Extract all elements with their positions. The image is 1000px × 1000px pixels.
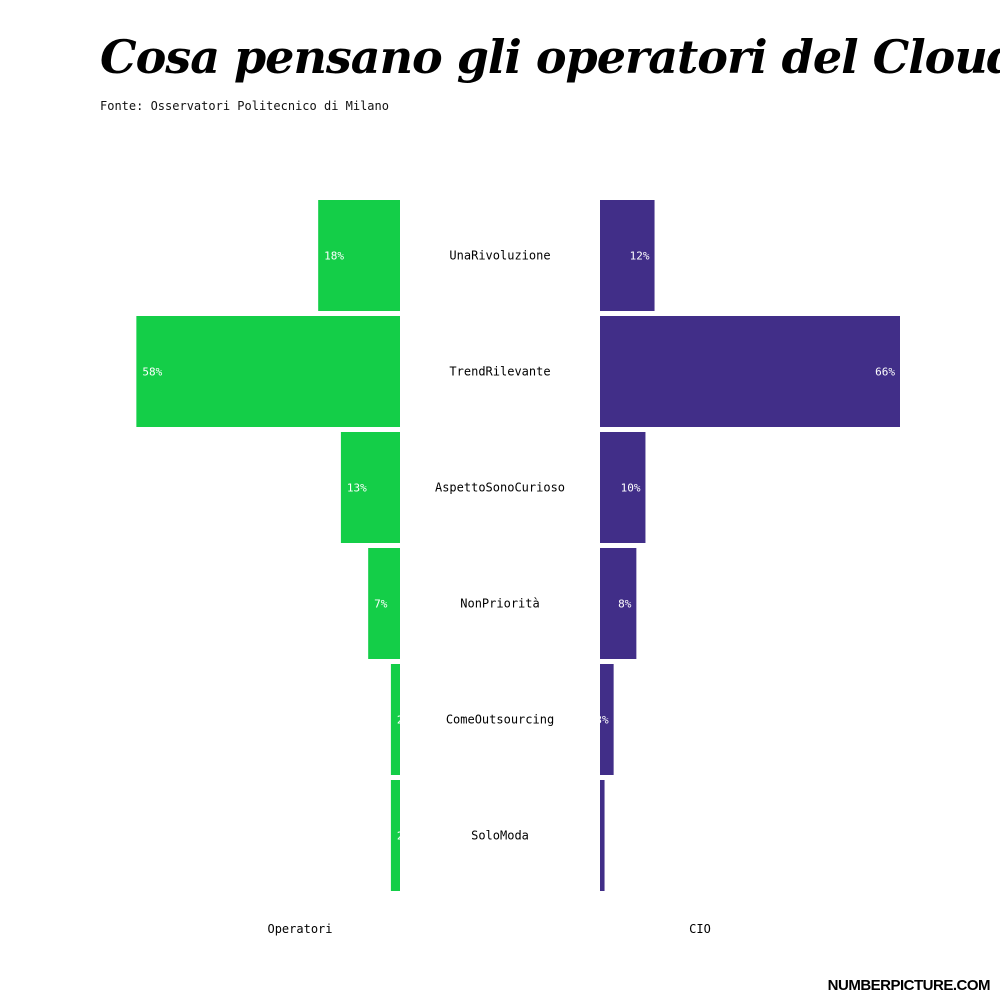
category-label: UnaRivoluzione <box>449 249 550 263</box>
cio-bar <box>600 664 614 775</box>
operatori-value-label: 2% <box>397 714 411 727</box>
cio-value-label: 3% <box>595 714 609 727</box>
right-series-label: CIO <box>689 922 711 936</box>
operatori-value-label: 7% <box>374 598 388 611</box>
operatori-value-label: 13% <box>347 482 367 495</box>
operatori-bar <box>390 780 400 891</box>
cio-value-label: 1% <box>586 830 600 843</box>
cio-value-label: 12% <box>630 250 650 263</box>
category-label: TrendRilevante <box>449 365 550 379</box>
operatori-bar <box>390 664 400 775</box>
category-label: NonPriorità <box>460 597 539 611</box>
cio-bar <box>600 780 605 891</box>
page-subtitle: Fonte: Osservatori Politecnico di Milano <box>100 99 389 113</box>
operatori-value-label: 18% <box>324 250 344 263</box>
operatori-bar <box>136 316 400 427</box>
brand-logo: NUMBERPICTURE.COM <box>827 977 991 994</box>
category-label: ComeOutsourcing <box>446 713 554 727</box>
cio-bar <box>600 548 637 659</box>
cio-bar <box>600 316 900 427</box>
cio-value-label: 8% <box>618 598 632 611</box>
left-series-label: Operatori <box>267 922 333 936</box>
operatori-bar <box>318 200 400 311</box>
cio-value-label: 66% <box>875 366 895 379</box>
category-label: SoloModa <box>471 829 529 843</box>
cio-bar <box>600 432 646 543</box>
page-title: Cosa pensano gli operatori del Cloud? <box>100 30 1000 84</box>
operatori-bar <box>340 432 400 543</box>
operatori-value-label: 58% <box>142 366 162 379</box>
cio-value-label: 10% <box>621 482 641 495</box>
category-label: AspettoSonoCurioso <box>435 481 565 495</box>
cio-bar <box>600 200 655 311</box>
operatori-bar <box>368 548 400 659</box>
operatori-value-label: 2% <box>397 830 411 843</box>
